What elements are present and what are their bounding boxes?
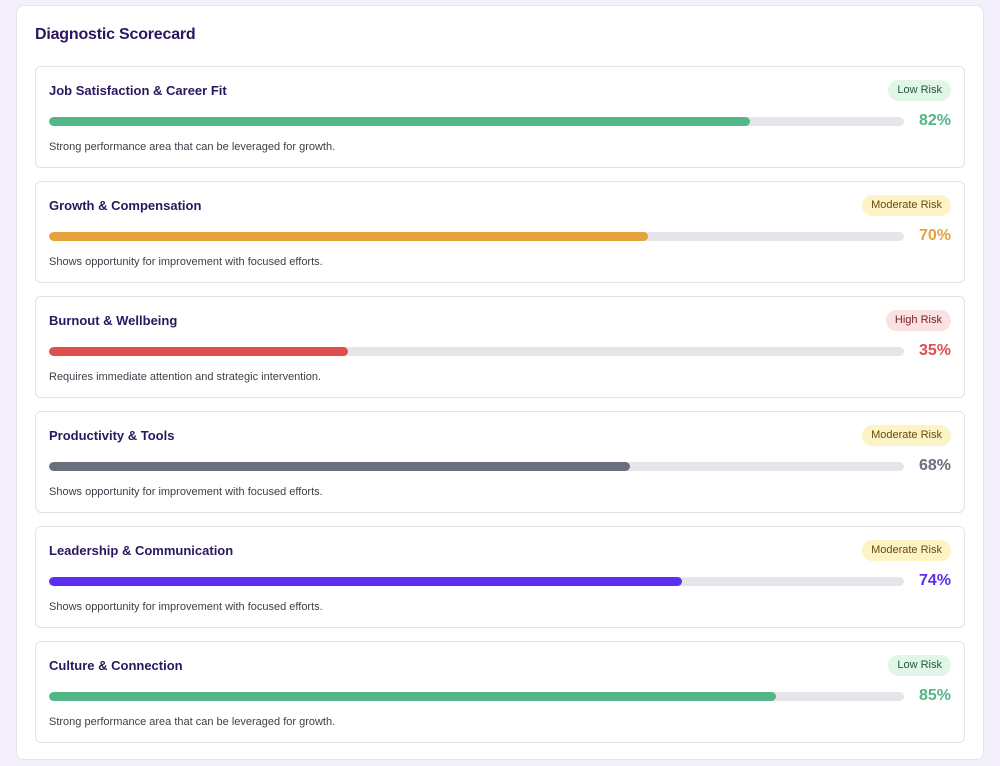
progress-fill [49, 577, 682, 586]
progress-track [49, 462, 904, 471]
item-title: Job Satisfaction & Career Fit [49, 83, 227, 98]
score-percent: 74% [918, 572, 951, 589]
progress-track [49, 347, 904, 356]
score-percent: 35% [918, 342, 951, 359]
score-percent: 68% [918, 457, 951, 474]
diagnostic-scorecard-panel: Diagnostic Scorecard Job Satisfaction & … [16, 5, 984, 760]
panel-title: Diagnostic Scorecard [35, 26, 196, 43]
risk-badge: High Risk [885, 310, 951, 331]
risk-badge: Moderate Risk [862, 195, 951, 216]
progress-fill [49, 347, 349, 356]
item-title: Leadership & Communication [49, 543, 234, 558]
item-description: Shows opportunity for improvement with f… [49, 601, 323, 613]
scorecard-item-burnout-wellbeing: Burnout & Wellbeing High Risk 35% Requir… [35, 296, 965, 398]
item-title: Culture & Connection [49, 658, 183, 673]
risk-badge: Low Risk [888, 80, 951, 101]
item-description: Strong performance area that can be leve… [49, 716, 336, 728]
item-description: Strong performance area that can be leve… [49, 141, 336, 153]
risk-badge: Moderate Risk [862, 540, 951, 561]
scorecard-item-productivity-tools: Productivity & Tools Moderate Risk 68% S… [35, 411, 965, 513]
scorecard-item-leadership-communication: Leadership & Communication Moderate Risk… [35, 526, 965, 628]
progress-track [49, 577, 904, 586]
progress-fill [49, 117, 751, 126]
scorecard-item-job-satisfaction: Job Satisfaction & Career Fit Low Risk 8… [35, 66, 965, 168]
item-description: Requires immediate attention and strateg… [49, 371, 322, 383]
item-description: Shows opportunity for improvement with f… [49, 486, 323, 498]
progress-track [49, 117, 904, 126]
score-percent: 70% [918, 227, 951, 244]
score-percent: 82% [918, 112, 951, 129]
progress-fill [49, 232, 648, 241]
progress-fill [49, 462, 631, 471]
progress-fill [49, 692, 776, 701]
score-percent: 85% [918, 687, 951, 704]
item-title: Productivity & Tools [49, 428, 175, 443]
scorecard-item-culture-connection: Culture & Connection Low Risk 85% Strong… [35, 641, 965, 743]
item-description: Shows opportunity for improvement with f… [49, 256, 323, 268]
progress-track [49, 232, 904, 241]
progress-track [49, 692, 904, 701]
risk-badge: Moderate Risk [862, 425, 951, 446]
item-title: Burnout & Wellbeing [49, 313, 178, 328]
risk-badge: Low Risk [888, 655, 951, 676]
scorecard-item-growth-compensation: Growth & Compensation Moderate Risk 70% … [35, 181, 965, 283]
item-title: Growth & Compensation [49, 198, 202, 213]
